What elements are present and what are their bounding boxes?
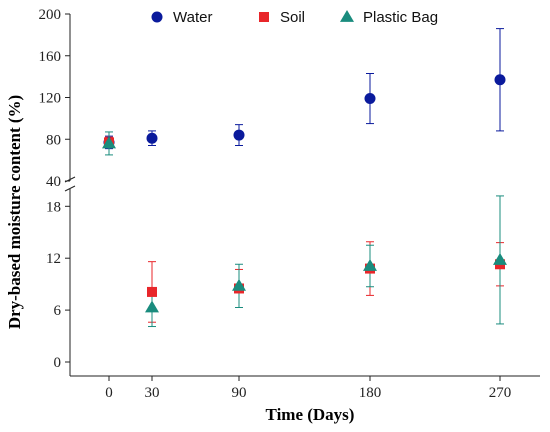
soil-point xyxy=(147,286,157,297)
legend: Water Soil Plastic Bag xyxy=(151,9,438,26)
legend-soil-marker xyxy=(259,12,269,22)
plastic-bag-point xyxy=(102,136,116,149)
water-point xyxy=(233,129,245,141)
y-tick-label: 80 xyxy=(46,132,61,148)
x-tick-label: 90 xyxy=(232,385,247,401)
water-point xyxy=(494,74,506,86)
water-point xyxy=(364,93,376,105)
plastic-bag-point xyxy=(145,300,159,313)
x-tick-label: 30 xyxy=(145,385,160,401)
legend-water-label: Water xyxy=(173,9,212,26)
x-axis-title: Time (Days) xyxy=(266,405,355,424)
y-tick-label: 12 xyxy=(46,251,61,267)
y-tick-label: 6 xyxy=(54,303,62,319)
plastic-bag-point xyxy=(232,278,246,291)
legend-plastic-bag-marker xyxy=(340,10,354,22)
y-tick-label: 18 xyxy=(46,199,61,215)
x-tick-label: 180 xyxy=(359,385,382,401)
legend-plastic-bag-label: Plastic Bag xyxy=(363,9,438,26)
y-tick-label: 200 xyxy=(39,7,62,23)
y-axis-title: Dry-based moisture content (%) xyxy=(5,95,24,329)
plastic-bag-point xyxy=(363,258,377,271)
y-tick-label: 0 xyxy=(54,355,62,371)
y-tick-label: 120 xyxy=(39,91,62,107)
plastic-bag-point xyxy=(493,252,507,265)
y-tick-label: 160 xyxy=(39,49,62,65)
water-point xyxy=(146,132,158,144)
axes xyxy=(64,14,540,377)
x-tick-label: 270 xyxy=(489,385,512,401)
error-bars xyxy=(105,28,504,328)
axis-break-mark xyxy=(64,185,76,192)
y-tick-label: 40 xyxy=(46,174,61,190)
legend-soil-label: Soil xyxy=(280,9,305,26)
legend-water-marker xyxy=(151,11,163,23)
x-tick-label: 0 xyxy=(105,385,113,401)
markers xyxy=(102,74,507,313)
